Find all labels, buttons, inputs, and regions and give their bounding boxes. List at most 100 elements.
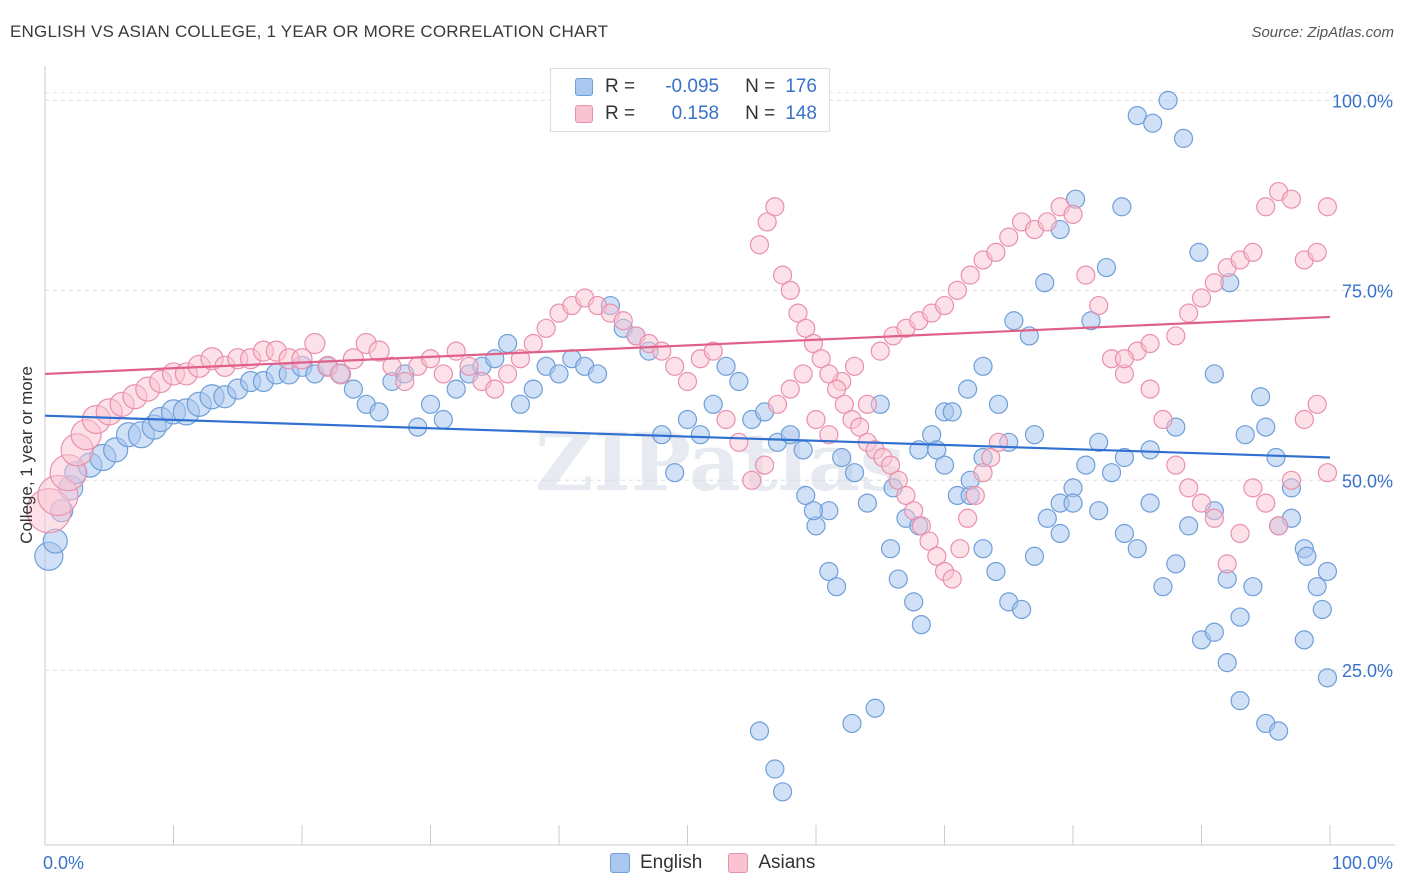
data-point bbox=[729, 432, 749, 452]
data-point bbox=[826, 577, 847, 597]
data-point bbox=[677, 409, 698, 430]
data-point bbox=[1217, 653, 1237, 673]
data-point bbox=[1251, 387, 1271, 407]
data-point bbox=[1230, 691, 1250, 711]
data-point bbox=[819, 364, 839, 384]
data-point bbox=[988, 432, 1009, 452]
data-point bbox=[1256, 197, 1276, 217]
data-point bbox=[1166, 554, 1186, 574]
data-point bbox=[1317, 197, 1338, 217]
data-point bbox=[1035, 273, 1055, 293]
series-english bbox=[34, 90, 1338, 802]
data-point bbox=[981, 447, 1001, 468]
data-point bbox=[1143, 113, 1163, 133]
data-point bbox=[1158, 90, 1178, 110]
data-point bbox=[986, 561, 1006, 582]
source-note: Source: ZipAtlas.com bbox=[1251, 24, 1394, 41]
chart-title: ENGLISH VS ASIAN COLLEGE, 1 YEAR OR MORE… bbox=[10, 22, 609, 41]
data-point bbox=[587, 364, 608, 384]
legend-n-value: 148 bbox=[785, 103, 817, 124]
data-point bbox=[1204, 273, 1224, 293]
data-point bbox=[950, 539, 970, 559]
data-point bbox=[749, 235, 770, 255]
legend-n-value: 176 bbox=[785, 76, 817, 97]
data-point bbox=[1317, 668, 1338, 688]
data-point bbox=[1266, 447, 1286, 468]
data-point bbox=[613, 311, 633, 331]
data-point bbox=[716, 356, 736, 376]
trend-line-english bbox=[44, 414, 1331, 459]
data-point bbox=[1037, 508, 1057, 528]
data-point bbox=[832, 447, 852, 468]
data-point bbox=[1037, 212, 1057, 232]
series-legend-asians[interactable]: Asians bbox=[728, 852, 815, 874]
series-legend: English Asians bbox=[610, 852, 841, 874]
legend-swatch-english bbox=[575, 78, 593, 96]
data-point bbox=[1127, 539, 1147, 559]
series-label-english: English bbox=[640, 852, 703, 873]
data-point bbox=[796, 318, 816, 338]
data-point bbox=[1089, 501, 1109, 521]
data-point bbox=[382, 356, 402, 376]
data-point bbox=[973, 356, 993, 376]
data-point bbox=[510, 349, 531, 369]
data-point bbox=[343, 379, 363, 399]
data-point bbox=[1004, 311, 1024, 331]
legend-swatch-asians bbox=[575, 105, 593, 123]
data-point bbox=[536, 318, 556, 338]
data-point bbox=[1179, 516, 1199, 536]
data-point bbox=[1230, 607, 1250, 627]
data-point bbox=[811, 349, 831, 369]
data-point bbox=[806, 409, 826, 430]
data-point bbox=[765, 197, 785, 217]
data-point bbox=[793, 364, 813, 384]
data-point bbox=[1114, 523, 1135, 544]
data-point bbox=[1307, 577, 1327, 597]
data-point bbox=[716, 409, 736, 430]
y-tick-label: 25.0% bbox=[1342, 661, 1393, 681]
data-point bbox=[819, 561, 839, 582]
data-point bbox=[927, 546, 947, 566]
data-point bbox=[1096, 257, 1117, 278]
data-point bbox=[1317, 561, 1338, 582]
series-label-asians: Asians bbox=[758, 852, 816, 873]
data-point bbox=[1112, 197, 1132, 217]
data-point bbox=[498, 364, 518, 384]
data-point bbox=[1294, 630, 1314, 650]
data-point bbox=[446, 379, 466, 399]
data-point bbox=[857, 493, 878, 513]
data-point bbox=[1294, 409, 1314, 430]
y-tick-label: 75.0% bbox=[1342, 281, 1393, 301]
trend-line-asians bbox=[44, 315, 1331, 376]
data-point bbox=[1140, 440, 1160, 460]
data-point bbox=[1312, 599, 1332, 620]
data-point bbox=[973, 463, 993, 483]
data-point bbox=[1189, 242, 1209, 262]
data-point bbox=[986, 242, 1006, 262]
data-point bbox=[1114, 349, 1135, 369]
data-point bbox=[919, 531, 939, 551]
data-point bbox=[1076, 455, 1096, 475]
data-point bbox=[446, 341, 466, 361]
data-point bbox=[1204, 508, 1224, 528]
data-point bbox=[960, 265, 980, 285]
data-point bbox=[765, 759, 785, 779]
legend-r-value: -0.095 bbox=[665, 76, 720, 97]
data-point bbox=[703, 341, 723, 361]
x-tick-label: 100.0% bbox=[1332, 853, 1393, 873]
data-point bbox=[1140, 333, 1160, 354]
data-point bbox=[942, 569, 962, 589]
data-point bbox=[803, 501, 824, 521]
series-legend-english[interactable]: English bbox=[610, 852, 702, 874]
data-point bbox=[767, 394, 788, 414]
data-point bbox=[1024, 425, 1045, 445]
series-swatch-asians bbox=[728, 853, 749, 873]
data-point bbox=[842, 713, 862, 734]
data-point bbox=[888, 470, 908, 490]
data-point bbox=[729, 371, 749, 392]
data-point bbox=[942, 402, 962, 422]
y-tick-label: 50.0% bbox=[1342, 471, 1393, 491]
data-point bbox=[742, 470, 762, 490]
data-point bbox=[703, 394, 723, 414]
